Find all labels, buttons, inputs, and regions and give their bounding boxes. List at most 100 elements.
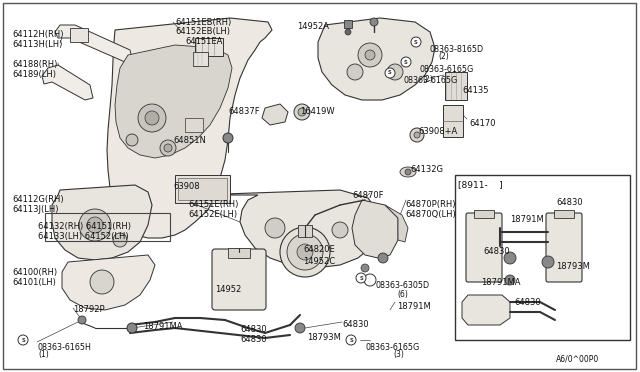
Circle shape: [90, 270, 114, 294]
Text: [8911-    ]: [8911- ]: [458, 180, 503, 189]
Text: (2): (2): [438, 52, 449, 61]
Text: 64870P(RH): 64870P(RH): [405, 200, 456, 209]
Text: 08363-6165G: 08363-6165G: [365, 343, 419, 352]
Circle shape: [265, 218, 285, 238]
Text: 63908+A: 63908+A: [418, 127, 457, 136]
Bar: [193, 52, 208, 66]
Text: 18793M: 18793M: [307, 333, 341, 342]
Text: (6): (6): [397, 290, 408, 299]
Circle shape: [358, 43, 382, 67]
Text: (2): (2): [422, 75, 433, 84]
Circle shape: [78, 316, 86, 324]
Circle shape: [410, 128, 424, 142]
Text: 08363-6165G: 08363-6165G: [404, 76, 458, 85]
Bar: [185, 118, 203, 132]
Text: 14952C: 14952C: [303, 257, 335, 266]
Polygon shape: [385, 205, 408, 242]
Text: 18793M: 18793M: [556, 262, 590, 271]
Text: 64820E: 64820E: [303, 245, 335, 254]
Text: 64112H(RH): 64112H(RH): [12, 30, 63, 39]
Circle shape: [387, 64, 403, 80]
Circle shape: [365, 50, 375, 60]
Text: 64830: 64830: [556, 198, 582, 207]
Text: 64101(LH): 64101(LH): [12, 278, 56, 287]
Polygon shape: [62, 255, 155, 310]
Bar: [443, 105, 463, 137]
Circle shape: [297, 244, 313, 260]
Circle shape: [346, 335, 356, 345]
Text: 64851N: 64851N: [173, 136, 206, 145]
Text: 64132G: 64132G: [410, 165, 443, 174]
Circle shape: [164, 144, 172, 152]
Polygon shape: [262, 104, 288, 125]
Circle shape: [332, 222, 348, 238]
Text: S: S: [404, 60, 408, 64]
Text: 08363-6165H: 08363-6165H: [37, 343, 91, 352]
Polygon shape: [352, 200, 398, 258]
Bar: [554, 210, 574, 218]
Text: 64830: 64830: [342, 320, 369, 329]
Bar: [178, 178, 227, 200]
Text: 64113H(LH): 64113H(LH): [12, 40, 62, 49]
Circle shape: [345, 29, 351, 35]
Bar: [70, 28, 88, 42]
Polygon shape: [318, 18, 435, 100]
Circle shape: [18, 335, 28, 345]
Text: 64152EB(LH): 64152EB(LH): [175, 27, 230, 36]
Bar: [195, 38, 223, 56]
Polygon shape: [462, 295, 510, 325]
Text: 16419W: 16419W: [300, 107, 335, 116]
Circle shape: [361, 264, 369, 272]
Text: 64870Q(LH): 64870Q(LH): [405, 210, 456, 219]
Text: (3): (3): [393, 350, 404, 359]
Text: 64113J(LH): 64113J(LH): [12, 205, 58, 214]
Circle shape: [223, 133, 233, 143]
Bar: [344, 20, 352, 28]
Bar: [298, 225, 312, 237]
Polygon shape: [52, 185, 152, 260]
Circle shape: [414, 132, 420, 138]
Polygon shape: [55, 25, 132, 62]
Text: 64151E(RH): 64151E(RH): [188, 200, 238, 209]
Polygon shape: [42, 65, 93, 100]
Circle shape: [405, 169, 411, 175]
Circle shape: [347, 64, 363, 80]
Text: 64170: 64170: [469, 119, 495, 128]
Text: 18792P: 18792P: [73, 305, 104, 314]
Bar: [455, 175, 630, 340]
Text: 64112G(RH): 64112G(RH): [12, 195, 63, 204]
Circle shape: [370, 18, 378, 26]
Polygon shape: [115, 45, 232, 158]
Circle shape: [385, 68, 395, 78]
Bar: [175, 175, 230, 203]
Circle shape: [378, 253, 388, 263]
Text: S: S: [349, 337, 353, 343]
Text: 08363-6305D: 08363-6305D: [375, 281, 429, 290]
Circle shape: [356, 273, 366, 283]
Text: 14952: 14952: [215, 285, 241, 294]
Circle shape: [304, 229, 316, 241]
Circle shape: [504, 252, 516, 264]
Circle shape: [145, 111, 159, 125]
Text: 64132(RH) 64151(RH): 64132(RH) 64151(RH): [38, 222, 131, 231]
Text: S: S: [388, 71, 392, 76]
Text: 64100(RH): 64100(RH): [12, 268, 57, 277]
Bar: [228, 248, 250, 258]
Bar: [474, 210, 494, 218]
Text: 18791M: 18791M: [510, 215, 544, 224]
Circle shape: [411, 37, 421, 47]
Text: 64151EB(RH): 64151EB(RH): [175, 18, 231, 27]
Text: 64830: 64830: [483, 247, 509, 256]
Text: 18791MA: 18791MA: [143, 322, 182, 331]
Circle shape: [401, 57, 411, 67]
Text: 18791M: 18791M: [397, 302, 431, 311]
Text: 63908: 63908: [173, 182, 200, 191]
Text: A6/0^00P0: A6/0^00P0: [556, 355, 599, 364]
Text: 64830: 64830: [240, 335, 267, 344]
Text: 64830: 64830: [514, 298, 541, 307]
Circle shape: [160, 140, 176, 156]
Circle shape: [126, 134, 138, 146]
Circle shape: [298, 108, 306, 116]
FancyBboxPatch shape: [466, 213, 502, 282]
Text: 08363-8165D: 08363-8165D: [430, 45, 484, 54]
